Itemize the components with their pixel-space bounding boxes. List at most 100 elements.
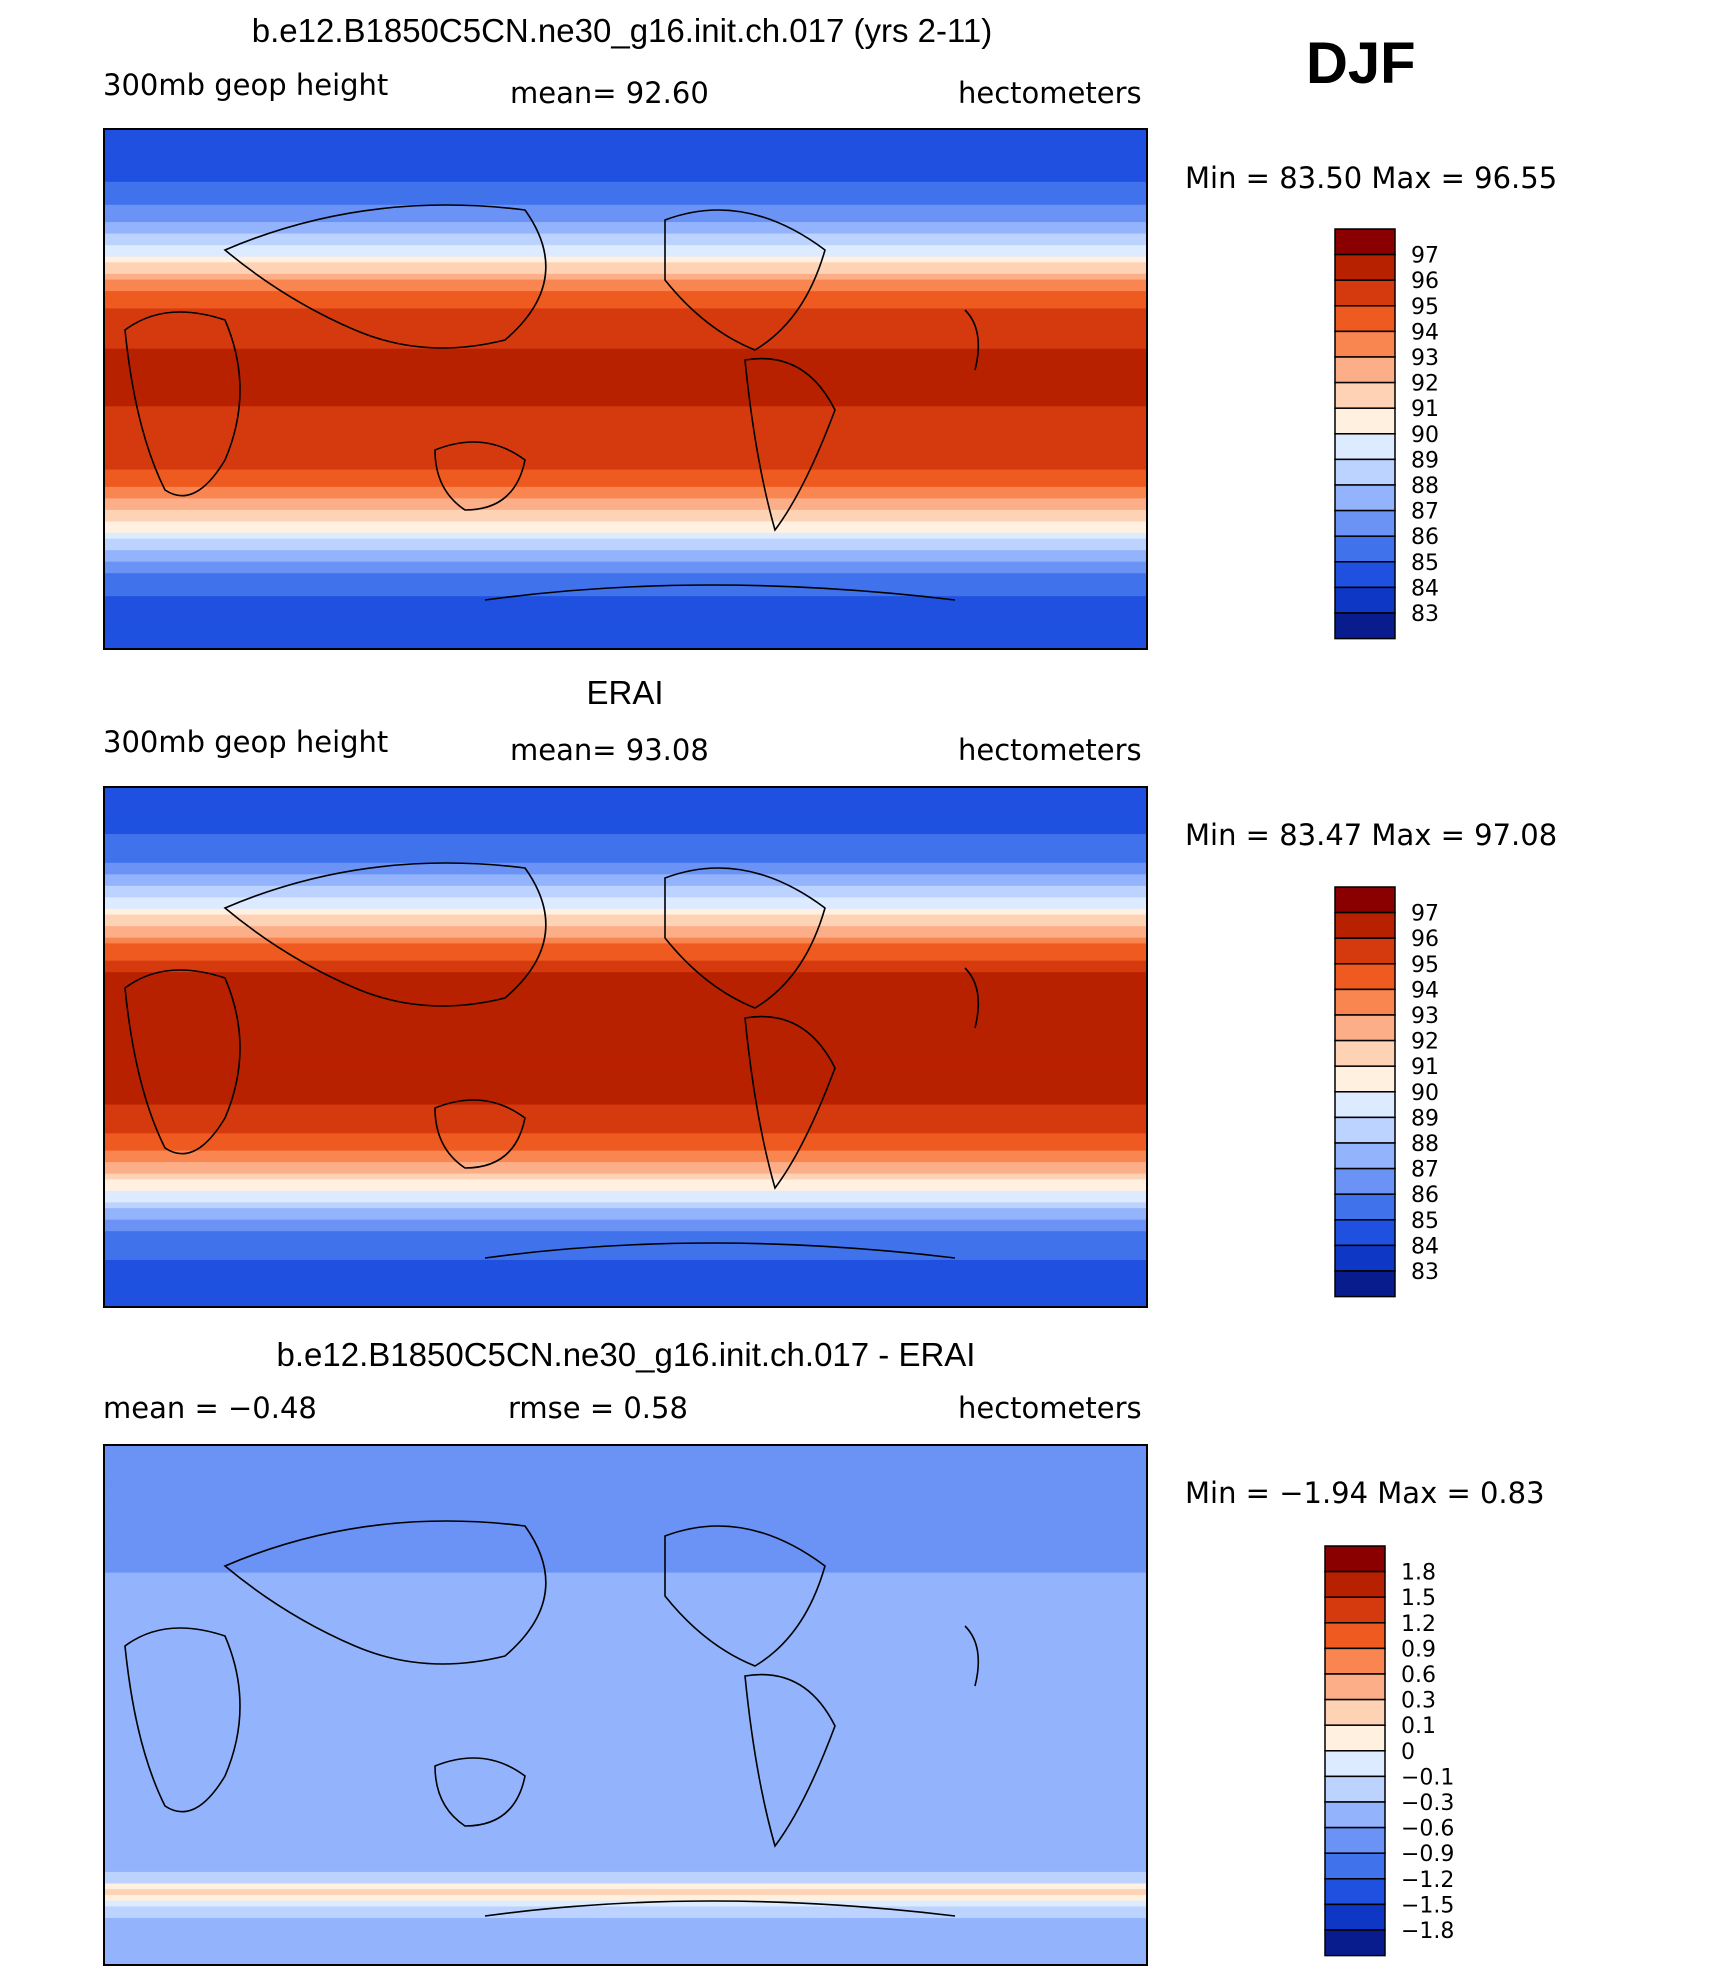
field-band — [105, 1917, 1146, 1925]
field-band — [105, 868, 1146, 875]
field-band — [105, 1549, 1146, 1556]
field-band — [105, 153, 1146, 160]
colorbar-box — [1334, 586, 1396, 614]
colorbar-box — [1334, 253, 1396, 281]
field-bands — [105, 788, 1146, 1306]
panel3-minmax: Min = −1.94 Max = 0.83 — [1185, 1476, 1545, 1510]
field-band — [105, 1509, 1146, 1516]
field-band — [105, 1497, 1146, 1505]
colorbar-box — [1334, 1142, 1396, 1170]
field-band — [105, 1589, 1146, 1597]
field-band — [105, 222, 1146, 229]
colorbar-box — [1324, 1852, 1386, 1880]
field-band — [105, 319, 1146, 327]
colorbar-tick-label: 0 — [1401, 1740, 1415, 1765]
field-band — [105, 239, 1146, 246]
field-band — [105, 1952, 1146, 1959]
field-band — [105, 1231, 1146, 1238]
colorbar-tick-label: 89 — [1411, 448, 1439, 473]
field-band — [105, 816, 1146, 824]
field-band — [105, 1208, 1146, 1215]
colorbar-box — [1334, 1167, 1396, 1195]
field-band — [105, 1722, 1146, 1729]
field-band — [105, 440, 1146, 448]
field-band — [105, 158, 1146, 166]
field-band — [105, 1532, 1146, 1539]
field-band — [105, 1929, 1146, 1936]
field-band — [105, 262, 1146, 269]
panel1-title: b.e12.B1850C5CN.ne30_g16.init.ch.017 (yr… — [251, 12, 993, 49]
field-band — [105, 1486, 1146, 1493]
coastline-path — [434, 1757, 526, 1827]
colorbar-tick-label: 93 — [1411, 1004, 1439, 1029]
field-band — [105, 1595, 1146, 1602]
field-band — [105, 989, 1146, 996]
field-band — [105, 555, 1146, 563]
field-band — [105, 1710, 1146, 1718]
field-band — [105, 1635, 1146, 1643]
colorbar-tick-label: 97 — [1411, 902, 1439, 927]
colorbar-tick-label: 90 — [1411, 423, 1439, 448]
colorbar-tick-label: −1.5 — [1401, 1893, 1454, 1918]
field-band — [105, 400, 1146, 407]
colorbar-tick-label: 85 — [1411, 551, 1439, 576]
panel2-colorbar: 97 96 95 94 93 92 91 90 89 88 87 86 85 84 83 — [1334, 886, 1495, 1299]
field-band — [105, 130, 1146, 137]
coastline-path — [664, 867, 826, 1009]
field-band — [105, 972, 1146, 979]
field-band — [105, 204, 1146, 212]
field-band — [105, 1889, 1146, 1896]
field-band — [105, 1555, 1146, 1562]
field-band — [105, 1515, 1146, 1522]
panel2-left-label: 300mb geop height — [103, 725, 389, 759]
field-band — [105, 1658, 1146, 1666]
field-band — [105, 607, 1146, 615]
field-band — [105, 636, 1146, 643]
field-band — [105, 1871, 1146, 1879]
colorbar-tick-label: 88 — [1411, 474, 1439, 499]
colorbar-tick-label: 91 — [1411, 397, 1439, 422]
field-band — [105, 891, 1146, 898]
field-band — [105, 475, 1146, 482]
field-band — [105, 135, 1146, 143]
colorbar-box — [1324, 1673, 1386, 1701]
field-band — [105, 1248, 1146, 1255]
colorbar-box — [1324, 1545, 1386, 1573]
field-band — [105, 1167, 1146, 1175]
field-band — [105, 550, 1146, 557]
field-band — [105, 1520, 1146, 1528]
colorbar-box — [1334, 305, 1396, 333]
field-band — [105, 544, 1146, 551]
colorbar-tick-label: 83 — [1411, 602, 1439, 627]
field-band — [105, 1906, 1146, 1913]
field-band — [105, 1693, 1146, 1700]
field-band — [105, 1144, 1146, 1152]
colorbar-tick-label: −1.8 — [1401, 1919, 1454, 1944]
field-band — [105, 1612, 1146, 1620]
field-band — [105, 1705, 1146, 1712]
field-band — [105, 1768, 1146, 1775]
field-band — [105, 1225, 1146, 1232]
field-band — [105, 1716, 1146, 1723]
coastline-path — [434, 441, 526, 511]
colorbar-tick-label: 1.2 — [1401, 1612, 1436, 1637]
field-band — [105, 1733, 1146, 1741]
field-band — [105, 862, 1146, 870]
field-band — [105, 1935, 1146, 1942]
colorbar-tick-label: 84 — [1411, 1234, 1439, 1259]
field-band — [105, 1006, 1146, 1014]
field-band — [105, 943, 1146, 950]
field-band — [105, 1185, 1146, 1192]
colorbar-tick-label: 95 — [1411, 953, 1439, 978]
field-band — [105, 365, 1146, 373]
field-band — [105, 1681, 1146, 1689]
field-band — [105, 1762, 1146, 1769]
field-band — [105, 1213, 1146, 1221]
field-band — [105, 931, 1146, 939]
field-band — [105, 1572, 1146, 1579]
colorbar-box — [1324, 1929, 1386, 1957]
field-band — [105, 1877, 1146, 1885]
field-band — [105, 1116, 1146, 1123]
panel2-units: hectometers — [958, 733, 1142, 767]
colorbar-box — [1334, 937, 1396, 965]
